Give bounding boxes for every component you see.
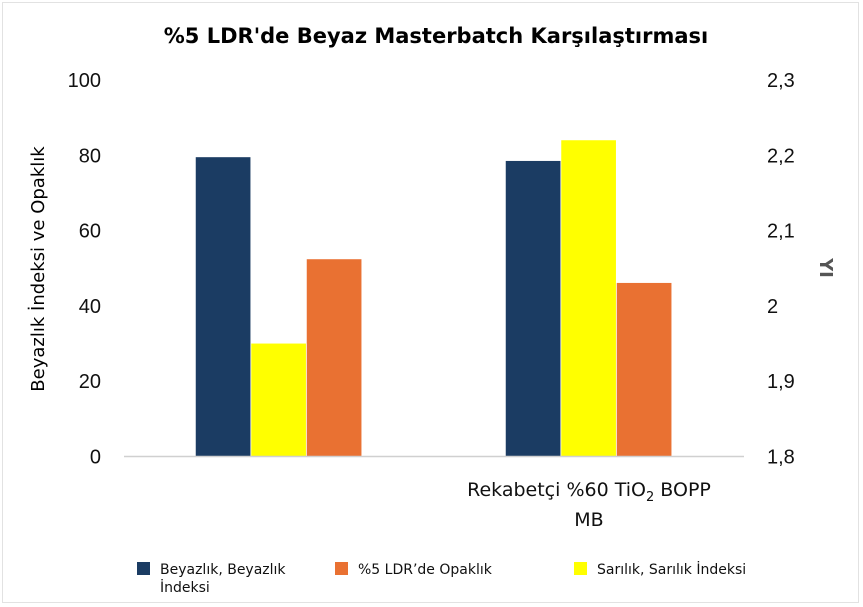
left-tick-label: 40 [79, 296, 101, 318]
right-tick-label: 2,1 [767, 221, 795, 243]
right-axis-ticks: 1,8 1,9 2 2,1 2,2 2,3 [767, 70, 795, 469]
left-tick-label: 0 [90, 447, 101, 469]
left-axis-ticks: 0 20 40 60 80 100 [68, 70, 101, 469]
left-tick-label: 60 [79, 221, 101, 243]
right-tick-label: 2 [767, 296, 778, 318]
right-tick-label: 2,2 [767, 145, 795, 167]
bar-opacity [306, 259, 362, 457]
right-axis-title: YI [815, 257, 836, 278]
legend-swatch [137, 562, 150, 575]
legend-item[interactable]: Sarılık, Sarılık İndeksi [574, 560, 746, 578]
legend-label: Beyazlık, Beyazlık [160, 562, 286, 578]
left-tick-label: 20 [79, 371, 101, 393]
left-tick-label: 100 [68, 70, 101, 92]
category-label: Rekabetçi %60 TiO2 BOPP [467, 479, 711, 505]
bar-whiteness [195, 157, 251, 457]
bars [195, 140, 672, 457]
legend-label: İndeksi [160, 578, 210, 596]
bar-whiteness [505, 160, 561, 457]
category-label-line2: MB [574, 509, 603, 531]
legend-item[interactable]: %5 LDR’de Opaklık [335, 562, 493, 578]
right-tick-label: 2,3 [767, 70, 795, 92]
right-tick-label: 1,8 [767, 447, 795, 469]
bar-yellowness [561, 140, 616, 457]
legend-label: Sarılık, Sarılık İndeksi [597, 560, 746, 578]
category-labels: Rekabetçi %60 TiO2 BOPP MB [467, 479, 711, 531]
right-tick-label: 1,9 [767, 371, 795, 393]
bar-opacity [616, 282, 672, 457]
bar-yellowness [251, 343, 306, 457]
legend-swatch [335, 562, 348, 575]
left-tick-label: 80 [79, 145, 101, 167]
legend-label: %5 LDR’de Opaklık [358, 562, 493, 578]
chart-title: %5 LDR'de Beyaz Masterbatch Karşılaştırm… [164, 24, 708, 48]
legend-swatch [574, 562, 587, 575]
left-axis-title: Beyazlık İndeksi ve Opaklık [28, 146, 49, 392]
